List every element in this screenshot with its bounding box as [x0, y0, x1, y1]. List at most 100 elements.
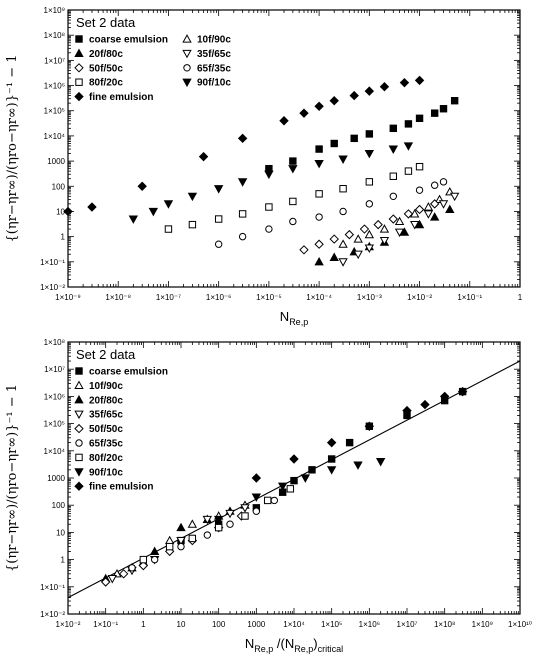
- legend-marker: [74, 394, 84, 404]
- data-point: [128, 564, 136, 572]
- legend-label: 50f/50c: [89, 424, 123, 435]
- data-point: [415, 114, 424, 123]
- data-point: [326, 466, 337, 475]
- x-tick-label: 1×10⁻²: [407, 293, 432, 302]
- data-point: [326, 437, 337, 448]
- legend-marker: [74, 63, 84, 73]
- data-point: [415, 186, 424, 194]
- x-axis-label: NRe,p /(NRe,p)critical: [245, 636, 343, 654]
- data-point: [188, 220, 197, 229]
- legend-marker: [74, 423, 84, 434]
- data-point: [409, 209, 420, 218]
- data-point: [414, 219, 425, 229]
- data-point: [338, 239, 348, 248]
- data-point: [375, 458, 386, 467]
- data-point: [164, 225, 173, 233]
- x-tick-label: 1×10⁸: [434, 620, 455, 629]
- legend-label: fine emulsion: [89, 482, 153, 493]
- legend-marker: [183, 64, 191, 72]
- x-tick-label: 1×10⁻¹: [93, 620, 118, 629]
- data-point: [329, 234, 339, 244]
- data-point: [100, 577, 111, 587]
- legend-label: 35f/65c: [197, 49, 231, 60]
- chart-1: 1×10⁻⁹ 1×10⁻⁸ 1×10⁻⁷ 1×10⁻⁶ 1×10⁻⁵ 1×10⁻⁴ 1×10…: [5, 6, 523, 327]
- data-point: [251, 493, 262, 502]
- data-point: [198, 151, 209, 162]
- data-point: [439, 391, 450, 402]
- data-point: [399, 77, 410, 88]
- data-point: [359, 224, 370, 234]
- data-point: [327, 455, 336, 463]
- series-fine-emulsion: [251, 386, 468, 483]
- data-point: [214, 215, 223, 223]
- data-point: [263, 496, 272, 505]
- data-point: [265, 203, 273, 211]
- x-tick-label: 1×10⁻⁵: [256, 293, 282, 302]
- data-point: [225, 509, 235, 519]
- data-point: [439, 105, 448, 113]
- legend-label: 20f/80c: [89, 49, 123, 60]
- data-point: [315, 190, 323, 198]
- data-point: [149, 546, 160, 555]
- x-tick-label: 1×10⁻³: [357, 293, 382, 302]
- y-tick-label: 100: [52, 182, 66, 191]
- x-tick-label: 1: [141, 620, 146, 629]
- data-point: [379, 81, 390, 92]
- data-point: [364, 86, 375, 96]
- data-point: [238, 210, 247, 218]
- x-tick-label: 1×10⁻⁶: [206, 293, 232, 302]
- legend-marker: [182, 78, 192, 88]
- data-point: [364, 149, 375, 159]
- series-90f-10c: [213, 458, 386, 525]
- data-point: [214, 523, 223, 532]
- legend-marker: [75, 439, 83, 447]
- x-axis-label-part: /(N: [273, 636, 294, 651]
- data-point: [379, 224, 390, 233]
- data-point: [402, 405, 412, 416]
- legend-label: 50f/50c: [89, 63, 123, 74]
- x-tick-label: 1×10⁻¹: [457, 293, 482, 302]
- legend-label: 65f/35c: [89, 439, 123, 450]
- data-point: [213, 515, 224, 525]
- data-point: [423, 210, 434, 219]
- data-point: [226, 520, 234, 528]
- data-point: [329, 252, 339, 261]
- data-point: [353, 461, 363, 470]
- data-point: [394, 228, 405, 238]
- data-point: [388, 145, 398, 154]
- data-point: [237, 133, 248, 144]
- x-tick-label: 1×10⁶: [359, 620, 380, 629]
- y-tick-label: 1×10⁷: [44, 365, 65, 374]
- x-tick-label: 1000: [247, 620, 265, 629]
- data-point: [315, 213, 323, 221]
- data-point: [308, 466, 316, 474]
- data-point: [423, 202, 434, 211]
- legend-label: coarse emulsion: [89, 35, 168, 46]
- data-point: [252, 507, 261, 515]
- data-point: [187, 192, 198, 202]
- x-tick-label: 1×10⁵: [321, 620, 342, 629]
- data-point: [409, 221, 420, 230]
- data-point: [265, 225, 273, 233]
- data-point: [299, 245, 309, 255]
- series-20f-80c: [314, 204, 455, 266]
- data-point: [365, 178, 374, 186]
- data-point: [404, 167, 413, 175]
- data-point: [164, 535, 175, 545]
- data-point: [403, 209, 414, 219]
- x-tick-label: 1×10¹⁰: [508, 620, 532, 629]
- chart-2: 1×10⁻² 1×10⁻¹ 1 10 100 1000 1×10⁴ 1×10⁵ 1×10⁶ 1×1…: [5, 338, 532, 654]
- y-tick-label: 1×10⁻¹: [40, 258, 65, 267]
- legend-marker: [75, 453, 83, 462]
- data-point: [251, 473, 262, 483]
- series-coarse-emulsion: [265, 97, 459, 173]
- data-point: [148, 207, 159, 217]
- x-axis-label-subscript: Re,p: [294, 644, 313, 654]
- data-point: [389, 192, 397, 200]
- data-point: [364, 229, 375, 239]
- y-tick-label: 1×10⁶: [44, 392, 65, 401]
- series-90f-10c: [128, 142, 414, 224]
- legend-label: 10f/90c: [89, 381, 123, 392]
- data-point: [118, 569, 129, 579]
